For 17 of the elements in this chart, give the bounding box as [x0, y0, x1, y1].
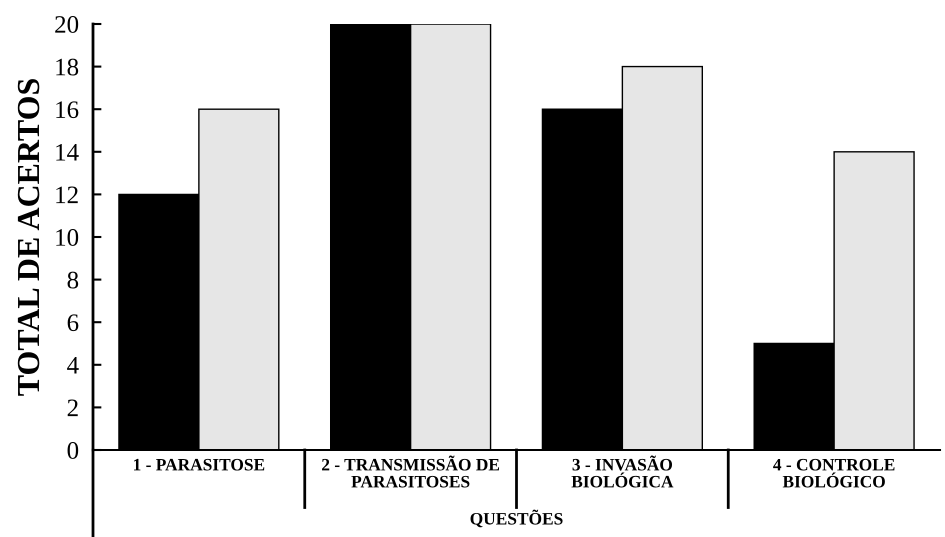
x-tick-label: 1 - PARASITOSE	[134, 458, 264, 471]
x-tick-label: 2 - TRANSMISSÃO DE PARASITOSES	[322, 456, 500, 488]
y-tick-label: 20	[55, 16, 78, 33]
y-tick-label: 4	[67, 357, 79, 374]
x-tick-label: 3 - INVASÃO BIOLÓGICA	[572, 456, 674, 488]
x-tick-label: 4 - CONTROLE BIOLÓGICO	[773, 458, 894, 488]
y-axis-title: TOTAL DE ACERTOS	[18, 79, 40, 396]
y-tick-label: 10	[56, 229, 78, 246]
y-tick-label: 12	[56, 186, 78, 204]
y-tick-label: 2	[68, 400, 78, 416]
y-tick-label: 16	[56, 101, 78, 118]
x-axis-title: QUESTÕES	[470, 510, 563, 528]
y-tick-label: 0	[68, 442, 78, 459]
y-tick-label: 6	[68, 314, 78, 332]
y-tick-label: 8	[68, 272, 78, 289]
y-tick-label: 14	[56, 144, 79, 160]
y-tick-label: 18	[56, 58, 78, 76]
